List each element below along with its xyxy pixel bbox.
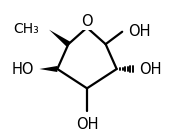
Text: CH₃: CH₃ — [14, 22, 39, 36]
Polygon shape — [39, 66, 57, 72]
Text: OH: OH — [128, 24, 150, 39]
Text: OH: OH — [139, 62, 161, 76]
Text: O: O — [81, 14, 93, 29]
Text: HO: HO — [11, 62, 34, 76]
Text: OH: OH — [76, 117, 98, 132]
Polygon shape — [49, 30, 70, 47]
